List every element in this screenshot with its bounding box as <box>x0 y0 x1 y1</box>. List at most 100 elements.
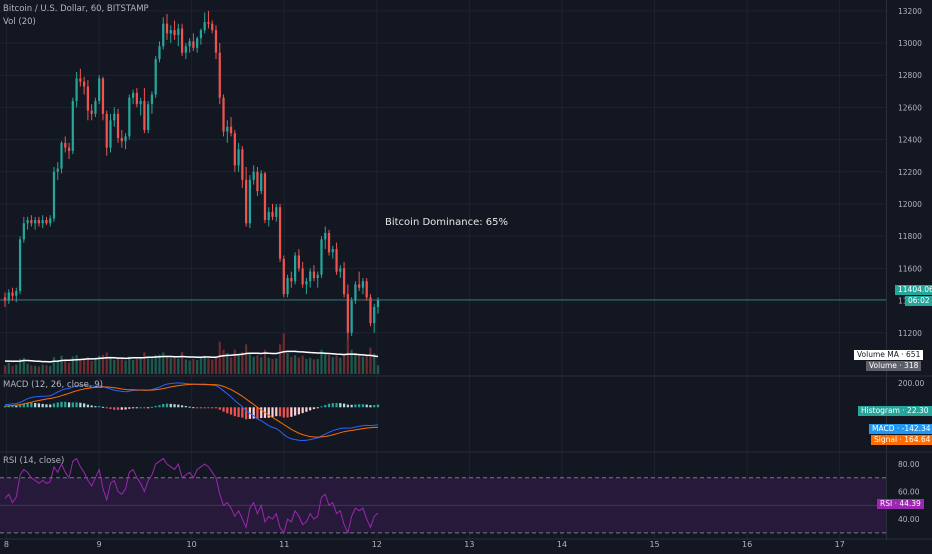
macd-histogram-bar <box>267 407 270 418</box>
volume-bar <box>271 358 274 374</box>
macd-histogram-bar <box>150 406 154 408</box>
macd-histogram-bar <box>282 407 285 418</box>
candle-body <box>339 268 342 272</box>
candle-body <box>211 23 214 31</box>
macd-histogram-bar <box>346 404 349 408</box>
price-tick-label: 11800 <box>898 232 922 241</box>
candle-body <box>184 46 187 53</box>
macd-histogram-bar <box>143 407 146 409</box>
macd-histogram-bar <box>320 406 323 408</box>
macd-histogram-bar <box>154 405 157 408</box>
candle-body <box>7 292 10 301</box>
time-tick-label: 14 <box>557 540 567 549</box>
candle-body <box>297 255 300 269</box>
macd-histogram-bar <box>165 403 169 408</box>
macd-histogram-bar <box>196 407 199 409</box>
rsi-tick-label: 60.00 <box>898 488 920 497</box>
volume-bar <box>188 360 191 374</box>
macd-histogram-bar <box>354 404 357 408</box>
volume-bar <box>214 357 218 374</box>
candle-body <box>67 147 71 151</box>
macd-histogram-bar <box>60 401 63 408</box>
volume-bar <box>30 365 33 374</box>
macd-histogram-bar <box>86 404 90 408</box>
volume-bar <box>124 360 127 374</box>
volume-bar <box>116 357 120 374</box>
volume-bar <box>373 353 376 374</box>
macd-histogram-bar <box>64 401 67 408</box>
volume-bar <box>203 355 206 374</box>
macd-histogram-bar <box>301 407 304 414</box>
candle-body <box>282 258 285 295</box>
candle-body <box>86 86 90 111</box>
macd-histogram-bar <box>75 402 78 408</box>
volume-bar <box>354 353 357 374</box>
volume-bar <box>150 358 154 374</box>
candle-body <box>37 220 41 224</box>
macd-histogram-bar <box>237 407 240 418</box>
macd-histogram-bar <box>71 402 74 408</box>
volume-bar <box>3 365 7 374</box>
macd-histogram-bar <box>169 403 172 408</box>
candle-body <box>320 239 323 275</box>
candle-body <box>271 212 274 217</box>
candle-body <box>60 142 63 169</box>
volume-bar <box>71 356 74 374</box>
volume-bar <box>184 359 187 374</box>
macd-histogram-bar <box>188 406 191 408</box>
volume-bar <box>267 357 270 374</box>
candle-body <box>147 104 150 130</box>
candle-body <box>278 207 282 259</box>
volume-bar <box>237 355 240 374</box>
time-tick-label: 15 <box>649 540 659 549</box>
volume-ma-tag: Volume MA · 651 <box>854 350 924 360</box>
candle-body <box>252 171 255 180</box>
candle-body <box>169 30 172 34</box>
volume-bar <box>278 344 282 374</box>
candle-body <box>316 274 319 279</box>
macd-histogram-bar <box>147 407 150 409</box>
price-tick-label: 11600 <box>898 264 922 273</box>
volume-bar <box>218 341 221 374</box>
macd-histogram-bar <box>124 407 127 410</box>
candle-body <box>15 290 18 296</box>
time-tick-label: 17 <box>835 540 845 549</box>
candle-body <box>365 281 368 298</box>
volume-bar <box>105 352 108 374</box>
volume-bar <box>305 358 308 374</box>
candle-body <box>143 100 146 130</box>
volume-ma-line <box>5 350 379 363</box>
volume-bar <box>196 360 199 374</box>
volume-bar <box>346 339 349 374</box>
candle-body <box>222 97 225 132</box>
macd-histogram-bar <box>49 404 52 408</box>
macd-histogram-bar <box>203 407 206 409</box>
candle-body <box>90 110 93 114</box>
volume-bar <box>22 357 25 374</box>
candle-body <box>286 278 289 295</box>
macd-histogram-bar <box>241 407 244 418</box>
volume-bar <box>90 361 93 374</box>
candle-body <box>124 136 127 142</box>
rsi-tag: RSI · 44.39 <box>877 499 924 509</box>
candle-body <box>116 113 120 138</box>
volume-bar <box>165 356 169 374</box>
macd-histogram-bar <box>271 407 274 418</box>
candle-body <box>346 294 349 333</box>
rsi-band <box>0 477 886 534</box>
macd-histogram-bar <box>109 407 112 409</box>
candle-body <box>64 142 67 148</box>
candle-body <box>94 100 97 114</box>
volume-bar <box>64 360 67 374</box>
macd-histogram-bar <box>105 407 108 409</box>
macd-histogram-bar <box>116 407 120 410</box>
candle-body <box>342 268 346 295</box>
macd-histogram-bar <box>369 405 372 408</box>
candle-body <box>113 113 116 121</box>
candle-body <box>105 113 108 148</box>
rsi-tick-label: 40.00 <box>898 515 920 524</box>
volume-bar <box>177 358 180 374</box>
